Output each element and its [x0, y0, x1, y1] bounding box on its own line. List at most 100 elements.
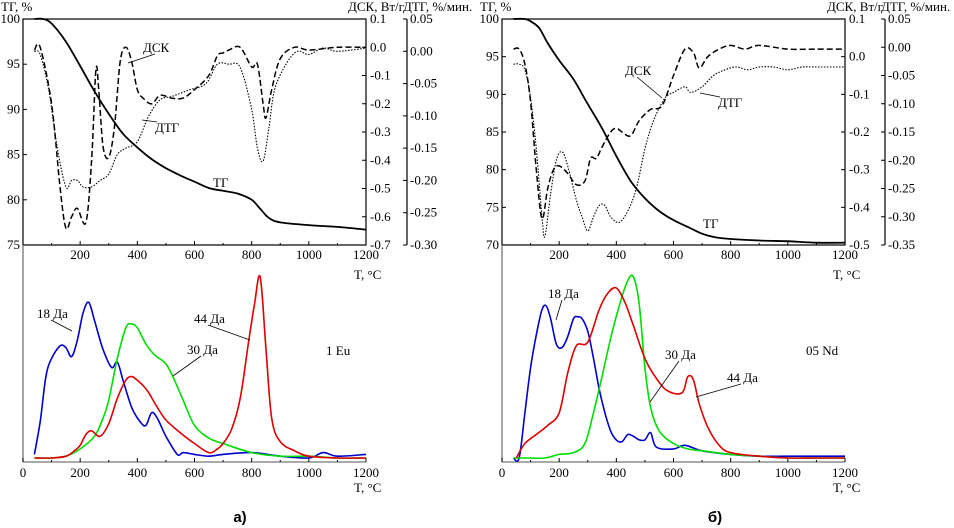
annotation-dsk-leader — [636, 76, 663, 99]
y-right2-tick-label: -0.30 — [888, 209, 915, 224]
y-right1-tick-label: -0.2 — [370, 96, 391, 111]
top-plot-frame — [22, 18, 367, 246]
y-right2-tick-label: -0.15 — [888, 124, 915, 139]
y-right1-tick-label: -0.5 — [849, 237, 870, 252]
y-right2-tick-label: -0.10 — [888, 96, 915, 111]
x-tick-label: 400 — [607, 247, 627, 262]
annotation-tg: ТГ — [703, 216, 719, 231]
panel-label: б) — [708, 509, 722, 526]
y-right1-tick-label: -0.2 — [849, 124, 870, 139]
panel-label: а) — [233, 509, 246, 526]
bottom-x-tick-label: 400 — [607, 465, 627, 480]
annotation-tg: ТГ — [213, 175, 229, 190]
y-right2-axis-label: ДТГ, %/мин. — [881, 0, 950, 14]
y-left-tick-label: 95 — [7, 56, 20, 71]
bottom-x-axis-label: T, °C — [833, 480, 860, 495]
series-dsk-line — [513, 44, 845, 220]
annotation-dsk-leader — [127, 53, 156, 64]
bottom-x-axis-label: T, °C — [354, 480, 381, 495]
y-right1-tick-label: 0.0 — [849, 49, 865, 64]
ms-label-leader — [172, 355, 202, 377]
annotation-dsk: ДСК — [143, 40, 170, 55]
sample-label: 1 Eu — [326, 343, 351, 358]
x-tick-label: 400 — [128, 247, 148, 262]
y-left-tick-label: 70 — [486, 237, 499, 252]
y-left-tick-label: 80 — [7, 192, 20, 207]
bottom-x-tick-label: 600 — [185, 465, 205, 480]
ms-label-18da: 18 Да — [37, 306, 68, 321]
y-right2-tick-label: 0.05 — [888, 11, 911, 26]
y-right2-tick-label: 0.00 — [888, 39, 911, 54]
x-tick-label: 800 — [721, 247, 741, 262]
y-right2-tick-label: -0.35 — [888, 237, 915, 252]
annotation-dtg: ДТГ — [718, 95, 743, 110]
y-left-tick-label: 90 — [486, 86, 499, 101]
y-right1-tick-label: -0.3 — [849, 162, 870, 177]
ms-line-44da — [515, 286, 845, 459]
series-dtg-line — [34, 47, 367, 189]
ms-label-44da: 44 Да — [194, 311, 225, 326]
y-left-tick-label: 85 — [7, 147, 20, 162]
x-tick-label: 1000 — [296, 247, 322, 262]
x-tick-label: 1200 — [353, 247, 379, 262]
y-right1-tick-label: 0.1 — [370, 11, 386, 26]
bottom-x-tick-label: 0 — [499, 465, 506, 480]
y-left-axis-label: ТГ, % — [480, 0, 511, 14]
x-tick-label: 600 — [185, 247, 205, 262]
ms-line-44da — [34, 274, 367, 459]
y-right2-tick-label: -0.05 — [888, 68, 915, 83]
ms-label-18da: 18 Да — [548, 286, 579, 301]
bottom-x-tick-label: 1200 — [353, 465, 379, 480]
series-dsk-line — [33, 43, 367, 230]
ms-line-30da — [513, 274, 845, 460]
y-right1-tick-label: 0.0 — [370, 39, 386, 54]
y-right2-tick-label: -0.15 — [410, 140, 437, 155]
y-right2-tick-label: -0.10 — [410, 108, 437, 123]
bottom-x-tick-label: 200 — [70, 465, 90, 480]
y-right2-tick-label: -0.25 — [410, 205, 437, 220]
y-right1-axis-label: ДСК, Вт/г — [348, 0, 404, 14]
bottom-x-tick-label: 1000 — [775, 465, 801, 480]
y-right2-axis-label: ДТГ, %/мин. — [403, 0, 472, 14]
y-right1-tick-label: 0.1 — [849, 11, 865, 26]
y-right2-tick-label: -0.25 — [888, 181, 915, 196]
bottom-x-tick-label: 600 — [664, 465, 684, 480]
x-tick-label: 1200 — [832, 247, 858, 262]
y-left-tick-label: 75 — [7, 237, 20, 252]
y-right2-tick-label: -0.20 — [888, 152, 915, 167]
y-right1-tick-label: -0.6 — [370, 209, 391, 224]
x-tick-label: 1000 — [775, 247, 801, 262]
annotation-dtg-leader — [699, 92, 721, 98]
bottom-x-tick-label: 0 — [20, 465, 27, 480]
y-right2-tick-label: -0.05 — [410, 76, 437, 91]
ms-label-leader — [50, 319, 73, 332]
ms-label-leader — [695, 383, 742, 398]
y-right1-tick-label: -0.1 — [370, 68, 391, 83]
sample-label: 05 Nd — [806, 343, 839, 358]
y-right1-tick-label: -0.7 — [370, 237, 391, 252]
y-right1-tick-label: -0.1 — [849, 86, 870, 101]
ms-label-30da: 30 Да — [187, 342, 218, 357]
bottom-x-tick-label: 1200 — [832, 465, 858, 480]
series-tg-line — [513, 17, 846, 244]
y-left-tick-label: 85 — [486, 124, 499, 139]
y-right1-tick-label: -0.3 — [370, 124, 391, 139]
y-right1-axis-label: ДСК, Вт/г — [827, 0, 883, 14]
y-left-tick-label: 95 — [486, 49, 499, 64]
ms-line-18da — [512, 304, 845, 463]
y-left-axis-label: ТГ, % — [1, 0, 32, 14]
x-tick-label: 200 — [70, 247, 90, 262]
ms-label-30da: 30 Да — [665, 347, 696, 362]
y-right2-tick-label: 0.05 — [410, 11, 433, 26]
x-axis-label: T, °C — [833, 267, 860, 282]
y-right2-tick-label: -0.20 — [410, 172, 437, 187]
y-left-tick-label: 90 — [7, 101, 20, 116]
y-right2-tick-label: -0.30 — [410, 237, 437, 252]
y-right1-tick-label: -0.4 — [370, 152, 391, 167]
ms-label-leader — [207, 324, 251, 341]
series-tg-line — [34, 17, 367, 231]
annotation-dtg: ДТГ — [155, 120, 180, 135]
